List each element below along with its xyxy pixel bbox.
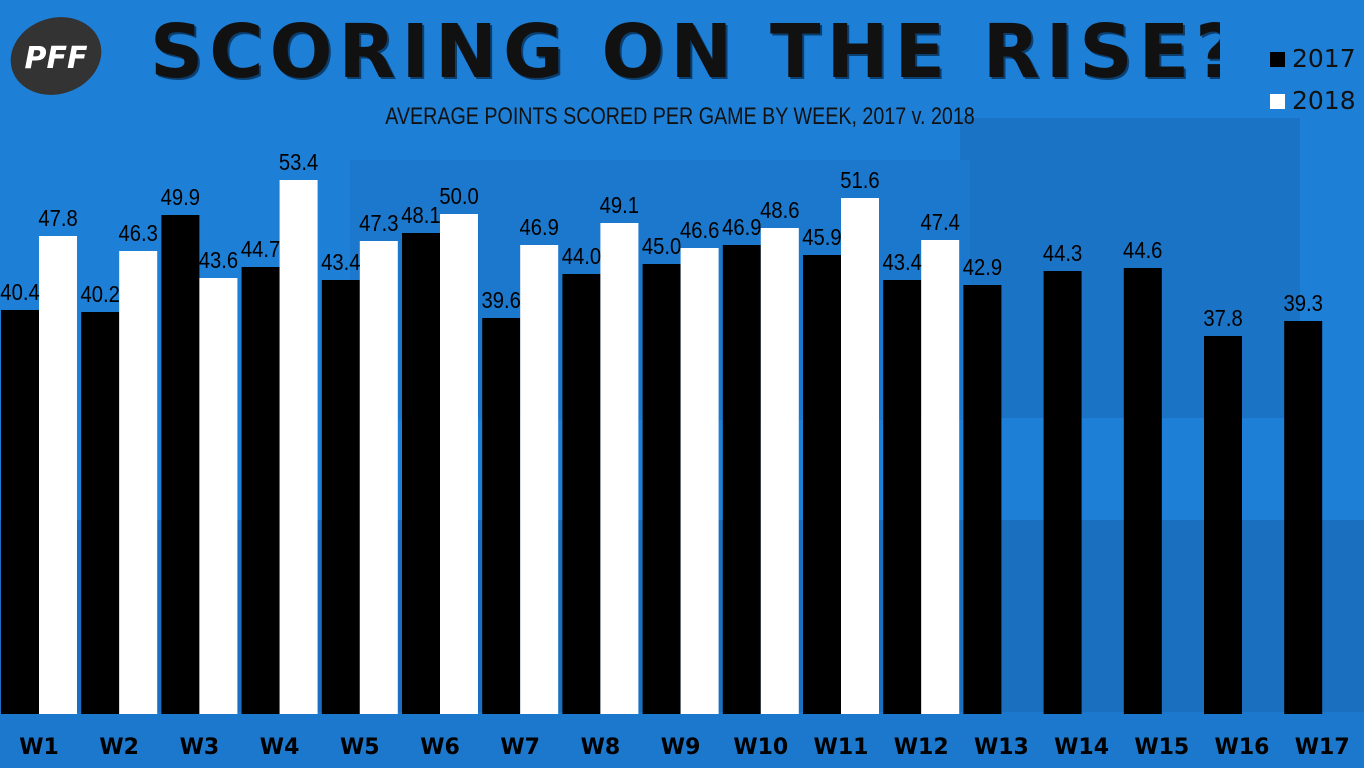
x-tick-w10: W10 — [733, 735, 788, 760]
value-label-2017-w4: 44.7 — [241, 236, 280, 263]
x-axis-tick-labels: W1 W2 W3 W4 W5 W6 W7 W8 W9 W10 W11 W12 W13 W14 W15 W16 W… — [19, 735, 1349, 760]
legend-label-2018: 2018 — [1292, 86, 1356, 115]
x-tick-w7: W7 — [500, 735, 540, 760]
bar-2017-w12 — [883, 280, 922, 714]
bar-2018-w5 — [359, 241, 398, 714]
value-label-2017-w9: 45.0 — [642, 233, 681, 260]
chart-subtitle: AVERAGE POINTS SCORED PER GAME BY WEEK, … — [385, 103, 975, 130]
bar-2017-w3 — [161, 215, 200, 714]
bar-2017-w6 — [402, 233, 440, 714]
bar-2017-w7 — [482, 318, 521, 714]
legend-item-2017: 2017 — [1270, 38, 1362, 80]
bar-2017-w2 — [81, 312, 120, 714]
x-tick-w9: W9 — [661, 735, 701, 760]
bar-2018-w12 — [921, 240, 960, 714]
value-label-2018-w9: 46.6 — [680, 217, 719, 244]
x-tick-w6: W6 — [420, 735, 460, 760]
value-label-2018-w1: 47.8 — [38, 205, 77, 232]
x-tick-w1: W1 — [19, 735, 59, 760]
legend-item-2018: 2018 — [1270, 80, 1362, 122]
value-label-2017-w6: 48.1 — [401, 202, 440, 229]
value-label-2017-w10: 46.9 — [722, 214, 761, 241]
series-2018-bars — [39, 180, 960, 714]
bar-2018-w11 — [841, 198, 879, 714]
legend: 2017 2018 — [1270, 38, 1362, 122]
bar-2018-w7 — [520, 245, 559, 714]
bar-2018-w3 — [199, 278, 238, 714]
x-tick-w11: W11 — [814, 735, 869, 760]
bar-2017-w10 — [722, 245, 761, 714]
bar-2017-w17 — [1284, 321, 1323, 714]
logo-text: PFF — [25, 41, 88, 76]
value-label-2017-w7: 39.6 — [481, 287, 520, 314]
value-label-2018-w4: 53.4 — [279, 149, 318, 176]
x-tick-w12: W12 — [894, 735, 949, 760]
bar-2017-w1 — [1, 310, 39, 714]
value-label-2017-w12: 43.4 — [883, 249, 922, 276]
chart-title: SCORING ON THE RISE? — [150, 9, 1220, 95]
x-tick-w16: W16 — [1215, 735, 1270, 760]
value-label-2017-w1: 40.4 — [0, 279, 39, 306]
value-label-2018-w3: 43.6 — [199, 247, 238, 274]
x-tick-w4: W4 — [260, 735, 300, 760]
value-label-2018-w11: 51.6 — [840, 167, 879, 194]
bar-2017-w5 — [321, 280, 360, 714]
x-tick-w13: W13 — [974, 735, 1029, 760]
bar-2017-w9 — [642, 264, 681, 714]
value-label-2017-w14: 44.3 — [1043, 240, 1082, 267]
value-label-2017-w16: 37.8 — [1203, 305, 1242, 332]
bar-2017-w14 — [1043, 271, 1082, 714]
x-tick-w14: W14 — [1054, 735, 1109, 760]
bar-2017-w4 — [241, 267, 280, 714]
value-label-2018-w2: 46.3 — [119, 220, 158, 247]
x-tick-w8: W8 — [581, 735, 621, 760]
value-label-2017-w15: 44.6 — [1123, 237, 1162, 264]
value-label-2018-w10: 48.6 — [760, 197, 799, 224]
series-2017-bars — [1, 215, 1323, 714]
legend-swatch-2018 — [1270, 94, 1285, 109]
bar-2018-w1 — [39, 236, 77, 714]
value-label-2017-w13: 42.9 — [963, 254, 1002, 281]
value-label-2017-w17: 39.3 — [1284, 290, 1323, 317]
value-label-2017-w8: 44.0 — [562, 243, 601, 270]
bar-2017-w16 — [1204, 336, 1242, 714]
bar-2018-w2 — [119, 251, 158, 714]
value-label-2017-w3: 49.9 — [161, 184, 200, 211]
value-label-2018-w6: 50.0 — [439, 183, 478, 210]
x-tick-w3: W3 — [180, 735, 220, 760]
pff-logo: PFF — [10, 17, 102, 95]
bar-2018-w6 — [440, 214, 478, 714]
bar-2017-w15 — [1123, 268, 1162, 714]
bar-2017-w11 — [803, 255, 841, 714]
bar-2017-w13 — [963, 285, 1002, 714]
bar-2018-w10 — [760, 228, 799, 714]
bar-2017-w8 — [562, 274, 601, 714]
series-2017-value-labels: 40.4 40.2 49.9 44.7 43.4 48.1 39.6 44.0 45.0 46.9… — [0, 184, 1323, 332]
legend-label-2017: 2017 — [1292, 44, 1356, 73]
value-label-2018-w5: 47.3 — [359, 210, 398, 237]
x-tick-w2: W2 — [99, 735, 139, 760]
value-label-2018-w7: 46.9 — [520, 214, 559, 241]
value-label-2018-w8: 49.1 — [600, 192, 639, 219]
bar-2018-w8 — [600, 223, 639, 714]
legend-swatch-2017 — [1270, 52, 1285, 67]
bar-2018-w9 — [680, 248, 719, 714]
bar-2018-w4 — [279, 180, 318, 714]
value-label-2017-w11: 45.9 — [802, 224, 841, 251]
x-tick-w5: W5 — [340, 735, 380, 760]
value-label-2017-w5: 43.4 — [321, 249, 360, 276]
x-tick-w15: W15 — [1134, 735, 1189, 760]
value-label-2017-w2: 40.2 — [80, 281, 119, 308]
value-label-2018-w12: 47.4 — [920, 209, 959, 236]
x-tick-w17: W17 — [1295, 735, 1350, 760]
series-2018-value-labels: 47.8 46.3 43.6 53.4 47.3 50.0 46.9 49.1 46.6 48.6… — [38, 149, 960, 274]
